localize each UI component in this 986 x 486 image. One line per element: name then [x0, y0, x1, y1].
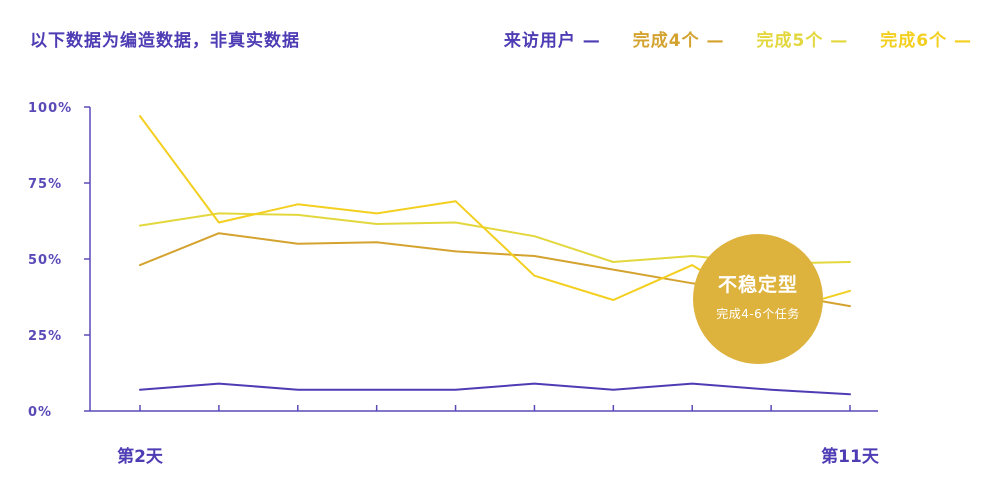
legend-item-complete-6: 完成6个 — — [880, 31, 972, 51]
y-tick-label: 50% — [28, 253, 62, 268]
x-tick-label-first: 第2天 — [117, 446, 164, 467]
badge-subtitle: 完成4-6个任务 — [716, 307, 800, 321]
chart-title: 以下数据为编造数据，非真实数据 — [30, 31, 300, 51]
unstable-type-badge: 不稳定型 完成4-6个任务 — [693, 234, 823, 364]
series-line-0 — [139, 382, 851, 396]
y-tick-label: 75% — [28, 177, 62, 192]
legend-item-visitors: 来访用户 — — [503, 31, 601, 51]
y-tick-label: 25% — [28, 329, 62, 344]
legend-item-complete-4: 完成4个 — — [632, 31, 725, 51]
badge-title: 不稳定型 — [717, 274, 798, 296]
legend-item-complete-5: 完成5个 — — [756, 31, 849, 51]
x-tick-label-last: 第11天 — [821, 446, 880, 467]
y-tick-label: 0% — [28, 405, 52, 420]
chart-legend: 来访用户 — 完成4个 — 完成5个 — 完成6个 — — [504, 26, 972, 51]
y-tick-label: 100% — [28, 101, 72, 116]
